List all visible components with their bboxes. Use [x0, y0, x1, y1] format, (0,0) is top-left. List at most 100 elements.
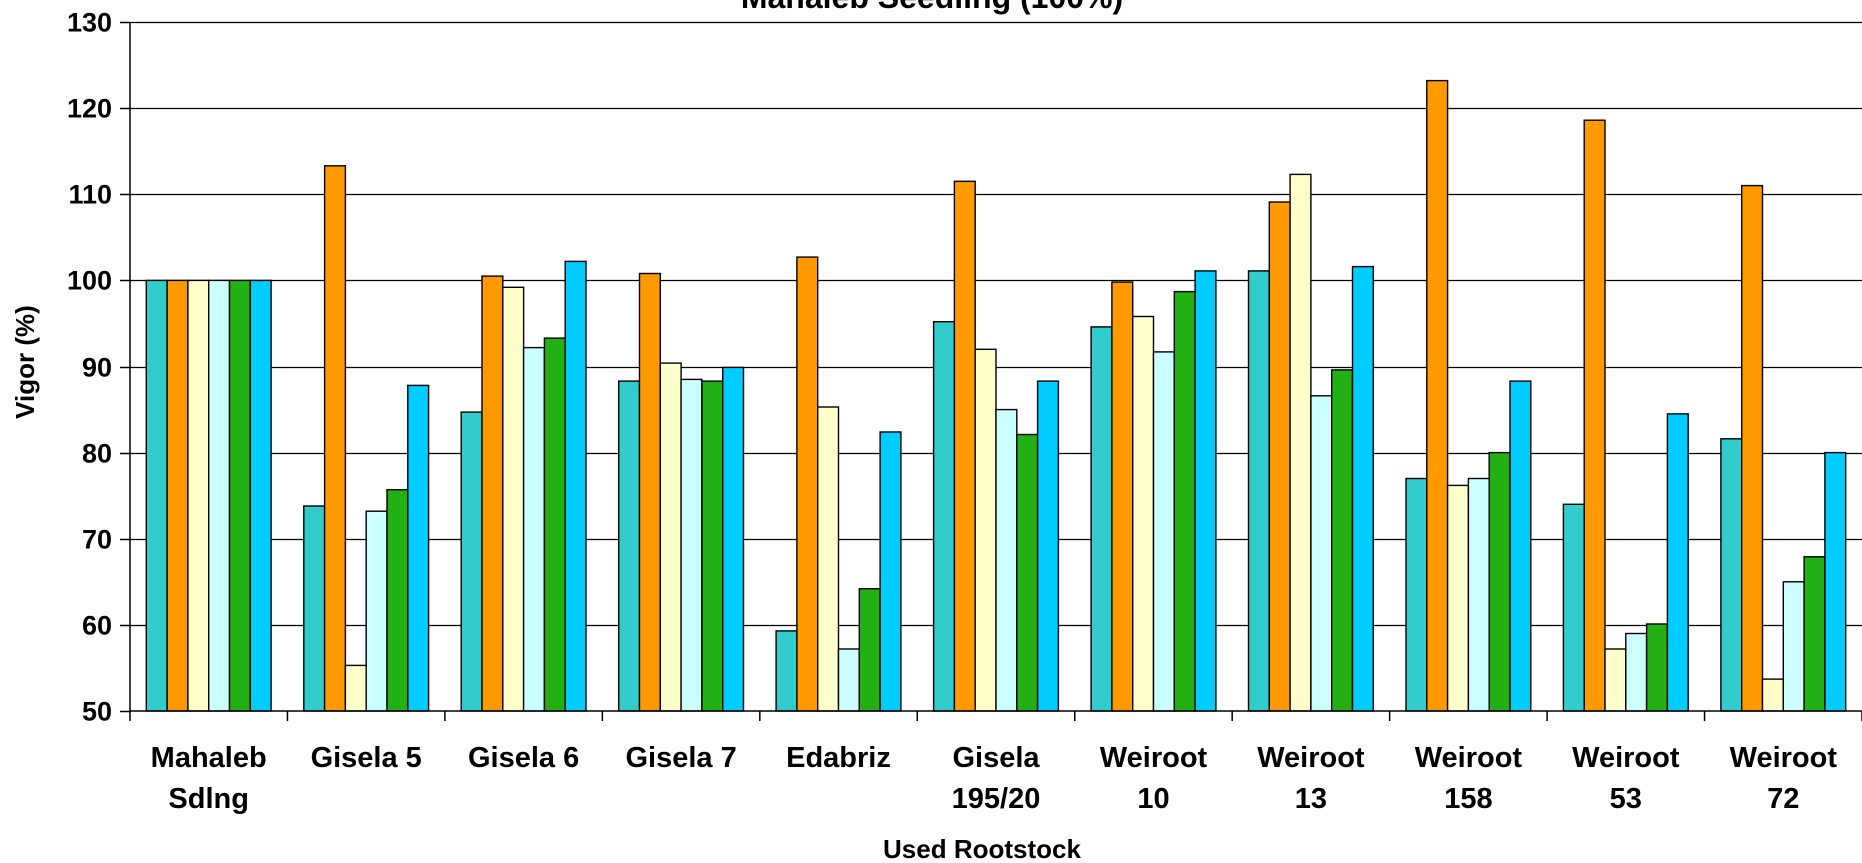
y-tick-label: 80: [82, 439, 112, 469]
bar: [837, 648, 860, 712]
bar: [953, 180, 976, 712]
x-category-label: Edabriz: [786, 742, 891, 774]
bar: [680, 378, 703, 712]
x-category-labels: Mahaleb Sdlng Gisela 5 Gisela 6 Gisela 7 Edab…: [151, 742, 1838, 815]
bar: [1090, 326, 1113, 712]
bar: [543, 337, 566, 712]
bar: [995, 408, 1018, 712]
bar: [1488, 451, 1511, 712]
bar: [932, 321, 956, 712]
bar: [344, 664, 367, 712]
bar: [1173, 290, 1196, 712]
bar: [249, 279, 272, 712]
bar: [775, 630, 798, 712]
bar: [1583, 119, 1606, 712]
axes: [120, 21, 1862, 721]
y-tick-label: 110: [68, 180, 112, 210]
bar: [1509, 380, 1532, 712]
bar: [638, 272, 661, 712]
bar: [303, 505, 326, 712]
bar: [460, 411, 483, 712]
bar: [659, 362, 682, 712]
bar: [1720, 438, 1743, 712]
x-category-label: Gisela 6: [468, 742, 579, 774]
bar: [1310, 395, 1333, 712]
bar: [1645, 623, 1669, 712]
bar: [1803, 556, 1826, 712]
y-tick-label: 70: [82, 525, 112, 555]
bar: [1824, 451, 1847, 712]
bar: [502, 286, 525, 712]
x-category-label: Weiroot: [1730, 742, 1838, 774]
bar: [564, 260, 587, 712]
bar-series-group: [145, 79, 1847, 712]
chart-title: Mahaleb Seedling (100%): [741, 0, 1123, 15]
x-axis-title: Used Rootstock: [883, 834, 1081, 863]
x-category-label: 53: [1610, 783, 1642, 815]
x-category-label: 72: [1767, 783, 1799, 815]
x-category-label: Mahaleb: [151, 742, 267, 774]
bar: [323, 165, 347, 712]
x-category-label: Gisela: [952, 742, 1040, 774]
bar: [1625, 632, 1648, 712]
bar: [1330, 369, 1354, 712]
bar: [1351, 265, 1374, 712]
bar: [365, 510, 388, 712]
bar: [386, 489, 409, 712]
x-category-label: 158: [1444, 783, 1492, 815]
x-category-label: Gisela 7: [625, 742, 736, 774]
y-tick-label: 60: [82, 611, 112, 641]
bar: [522, 346, 546, 712]
bar: [1604, 648, 1627, 712]
bar: [1111, 281, 1134, 712]
y-tick-label: 100: [67, 266, 112, 296]
bar: [1131, 315, 1155, 712]
bar: [1666, 413, 1689, 712]
bar: [1289, 173, 1312, 712]
bar: [1405, 477, 1428, 712]
x-category-label: Weiroot: [1257, 742, 1365, 774]
bar: [1740, 184, 1764, 712]
bar: [407, 384, 430, 712]
bar: [879, 431, 902, 712]
bar: [1562, 503, 1585, 712]
bar: [701, 380, 724, 712]
y-tick-labels: 50 60 70 80 90 100 110 120 130: [67, 8, 112, 727]
bar: [1036, 380, 1060, 712]
y-tick-label: 130: [67, 8, 112, 38]
x-category-label: Weiroot: [1572, 742, 1680, 774]
x-category-label: Sdlng: [168, 783, 249, 815]
x-category-label: 10: [1137, 783, 1169, 815]
bar: [618, 380, 641, 712]
bar: [207, 279, 231, 712]
bar: [145, 279, 168, 712]
bar: [1247, 270, 1270, 712]
x-category-label: 13: [1295, 783, 1327, 815]
bar: [858, 588, 881, 712]
bar: [1268, 201, 1291, 712]
x-category-label: Weiroot: [1415, 742, 1523, 774]
x-category-label: Weiroot: [1100, 742, 1208, 774]
bar: [166, 279, 189, 712]
bar: [817, 406, 840, 712]
y-axis-title: Vigor (%): [10, 305, 40, 419]
bar: [722, 366, 745, 712]
bar: [796, 256, 819, 712]
bar: [1152, 351, 1175, 712]
bar: [1426, 79, 1449, 712]
bar: [1016, 433, 1039, 712]
bar: [1782, 581, 1805, 712]
y-tick-label: 50: [82, 697, 112, 727]
y-tick-label: 90: [82, 353, 112, 383]
bar: [1446, 484, 1470, 712]
y-tick-label: 120: [67, 94, 112, 124]
x-category-label: Gisela 5: [311, 742, 422, 774]
bar: [187, 279, 210, 712]
bar: [228, 279, 251, 712]
bar: [1194, 270, 1217, 712]
bar: [1467, 477, 1490, 712]
bar: [1761, 678, 1784, 712]
bar: [481, 275, 504, 712]
x-category-label: 195/20: [952, 783, 1041, 815]
